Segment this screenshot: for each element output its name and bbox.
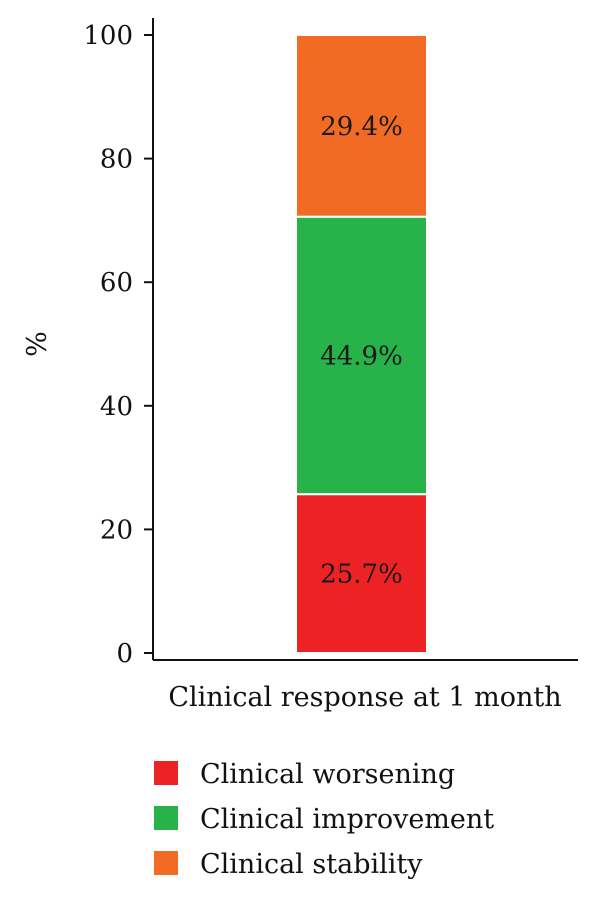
x-axis-title: Clinical response at 1 month bbox=[168, 682, 561, 713]
legend-swatch bbox=[154, 806, 178, 830]
y-tick-label: 40 bbox=[100, 392, 133, 422]
legend: Clinical worsening Clinical improvement Cl… bbox=[154, 759, 494, 880]
y-tick-label: 20 bbox=[100, 515, 133, 545]
legend-label: Clinical worsening bbox=[200, 759, 455, 790]
legend-label: Clinical improvement bbox=[200, 804, 494, 835]
data-label-clinical-stability: 29.4% bbox=[320, 112, 403, 142]
y-axis-ticks: 0 20 40 60 80 100 bbox=[83, 21, 153, 669]
data-label-clinical-worsening: 25.7% bbox=[320, 560, 403, 590]
legend-swatch bbox=[154, 851, 178, 875]
bar-segment-clinical-worsening bbox=[295, 493, 428, 655]
legend-item-clinical-stability: Clinical stability bbox=[154, 849, 423, 880]
bar-segment-clinical-stability bbox=[295, 34, 428, 218]
legend-label: Clinical stability bbox=[200, 849, 423, 880]
y-tick-label: 60 bbox=[100, 268, 133, 298]
y-axis-title: % bbox=[22, 331, 53, 357]
data-label-clinical-improvement: 44.9% bbox=[320, 341, 403, 371]
legend-swatch bbox=[154, 761, 178, 785]
bar-segments bbox=[295, 34, 428, 655]
y-tick-label: 100 bbox=[83, 21, 133, 51]
y-tick-label: 80 bbox=[100, 145, 133, 175]
legend-item-clinical-improvement: Clinical improvement bbox=[154, 804, 494, 835]
legend-item-clinical-worsening: Clinical worsening bbox=[154, 759, 455, 790]
bar-segment-clinical-improvement bbox=[295, 215, 428, 496]
data-labels: 25.7% 44.9% 29.4% bbox=[320, 112, 403, 590]
y-tick-label: 0 bbox=[116, 639, 133, 669]
